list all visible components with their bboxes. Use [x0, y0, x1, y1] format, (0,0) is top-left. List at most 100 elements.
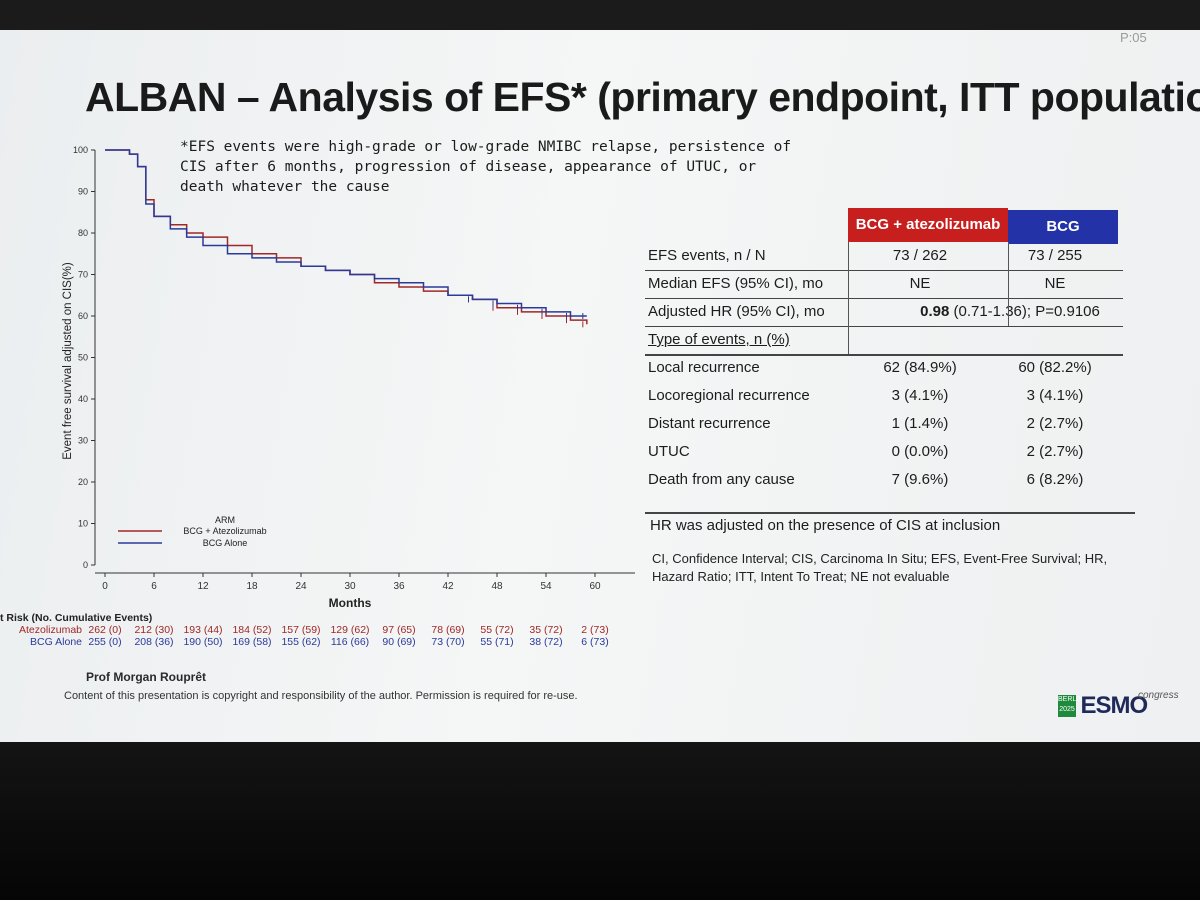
- risk-row: BCG Alone 255 (0) 208 (36) 190 (50) 169 (58)…: [0, 636, 640, 648]
- x-tick-label: 6: [151, 581, 157, 592]
- esmo-logo: BERLIN 2025 ESMO congress: [1058, 690, 1179, 720]
- risk-value: 116 (66): [330, 636, 370, 648]
- cell-bcg: 2 (2.7%): [1026, 415, 1084, 432]
- x-tick-label: 18: [246, 581, 258, 592]
- projection-screen: [0, 30, 1200, 742]
- table-row: Distant recurrence 1 (1.4%) 2 (2.7%): [640, 410, 1130, 438]
- x-tick-label: 42: [442, 581, 454, 592]
- x-tick-label: 30: [344, 581, 356, 592]
- table-row: Locoregional recurrence 3 (4.1%) 3 (4.1%…: [640, 382, 1130, 410]
- risk-value: 169 (58): [232, 636, 272, 648]
- y-tick-label: 0: [83, 560, 88, 570]
- esmo-logo-box: BERLIN 2025: [1058, 695, 1083, 717]
- cell-bcg: 6 (8.2%): [1026, 471, 1084, 488]
- risk-value: 97 (65): [382, 624, 416, 636]
- legend-title: ARM: [215, 515, 235, 525]
- room-floor: [0, 742, 1200, 900]
- efs-footnote: *EFS events were high-grade or low-grade…: [180, 139, 792, 195]
- cell-bcg: 73 / 255: [1027, 247, 1083, 264]
- x-tick-label: 0: [102, 581, 108, 592]
- cell-bcg: 3 (4.1%): [1026, 387, 1084, 404]
- efs-table: EFS events, n / N 73 / 262 73 / 255 Medi…: [640, 242, 1130, 494]
- y-tick-label: 100: [73, 145, 88, 155]
- x-axis-label: Months: [329, 596, 372, 610]
- risk-rows: Atezolizumab 262 (0) 212 (30) 193 (44) 184 (…: [0, 624, 640, 648]
- table-row: EFS events, n / N 73 / 262 73 / 255: [640, 242, 1130, 270]
- row-label: Adjusted HR (95% CI), mo: [648, 303, 825, 320]
- risk-value: 190 (50): [183, 636, 223, 648]
- risk-value: 55 (72): [480, 624, 514, 636]
- y-tick-label: 70: [78, 270, 88, 280]
- cell-atezo: 1 (1.4%): [891, 415, 949, 432]
- table-row: Median EFS (95% CI), mo NE NE: [640, 270, 1130, 298]
- table-row: Death from any cause 7 (9.6%) 6 (8.2%): [640, 466, 1130, 494]
- row-label: Distant recurrence: [648, 415, 771, 432]
- row-label: Locoregional recurrence: [648, 387, 810, 404]
- risk-value: 6 (73): [581, 636, 609, 648]
- esmo-logo-word: ESMO: [1080, 692, 1148, 719]
- risk-value: 73 (70): [431, 636, 465, 648]
- cell-bcg: 60 (82.2%): [1018, 359, 1092, 376]
- table-col-rule: [1008, 242, 1009, 326]
- table-rule: [645, 298, 1123, 299]
- legend-label: BCG Alone: [203, 538, 248, 548]
- table-row: Local recurrence 62 (84.9%) 60 (82.2%): [640, 354, 1130, 382]
- header-bcg: BCG: [1008, 210, 1118, 244]
- risk-row: Atezolizumab 262 (0) 212 (30) 193 (44) 184 (…: [0, 624, 640, 636]
- table-rule: [645, 354, 1123, 356]
- x-tick-label: 48: [491, 581, 503, 592]
- hr-note: HR was adjusted on the presence of CIS a…: [650, 517, 1001, 534]
- risk-value: 35 (72): [529, 624, 563, 636]
- esmo-logo-sup: congress: [1138, 690, 1179, 701]
- risk-value: 129 (62): [330, 624, 370, 636]
- risk-value: 184 (52): [232, 624, 272, 636]
- row-label: Median EFS (95% CI), mo: [648, 275, 824, 292]
- y-tick-label: 20: [78, 477, 88, 487]
- x-tick-label: 54: [540, 581, 552, 592]
- km-chart: 0 10 20 30 40 50 60 70 80 90 100 0 6 12 18 24 30 36 42 48 54…: [73, 145, 635, 610]
- risk-table-header: t Risk (No. Cumulative Events): [0, 612, 153, 624]
- risk-value: 55 (71): [480, 636, 514, 648]
- y-tick-label: 30: [78, 436, 88, 446]
- y-tick-label: 50: [78, 353, 88, 363]
- risk-value: 208 (36): [134, 636, 174, 648]
- table-col-rule: [848, 242, 849, 354]
- km-curve-atezolizumab: [105, 149, 588, 325]
- risk-value: 155 (62): [281, 636, 321, 648]
- risk-value: 38 (72): [529, 636, 563, 648]
- cell-atezo: NE: [909, 275, 931, 292]
- x-tick-label: 36: [393, 581, 405, 592]
- x-tick-label: 12: [197, 581, 209, 592]
- risk-value: 255 (0): [88, 636, 122, 648]
- copyright-note: Content of this presentation is copyrigh…: [64, 690, 578, 702]
- table-rule: [645, 512, 1135, 514]
- row-label: Death from any cause: [648, 471, 795, 488]
- room-ceiling: [0, 0, 1200, 30]
- table-row: Adjusted HR (95% CI), mo 0.98 (0.71-1.36…: [640, 298, 1130, 326]
- risk-value: 157 (59): [281, 624, 321, 636]
- risk-value: 78 (69): [431, 624, 465, 636]
- risk-row-label: Atezolizumab: [18, 624, 82, 636]
- risk-value: 2 (73): [581, 624, 609, 636]
- y-tick-label: 90: [78, 187, 88, 197]
- cell-hr: 0.98 (0.71-1.36); P=0.9106: [870, 303, 1150, 320]
- slide-number: P:05: [1120, 30, 1147, 45]
- x-tick-label: 24: [295, 581, 307, 592]
- header-bcg-atezolizumab: BCG + atezolizumab: [848, 208, 1008, 242]
- risk-value: 262 (0): [88, 624, 122, 636]
- y-tick-label: 80: [78, 228, 88, 238]
- y-tick-label: 40: [78, 394, 88, 404]
- cell-atezo: 62 (84.9%): [883, 359, 957, 376]
- risk-table: t Risk (No. Cumulative Events) Atezolizu…: [0, 612, 640, 648]
- author: Prof Morgan Rouprêt: [86, 670, 206, 684]
- row-label: EFS events, n / N: [648, 247, 766, 264]
- x-tick-label: 60: [589, 581, 601, 592]
- cell-atezo: 0 (0.0%): [891, 443, 949, 460]
- y-tick-label: 60: [78, 311, 88, 321]
- table-rule: [645, 270, 1123, 271]
- km-curve-bcg-alone: [105, 149, 587, 317]
- y-tick-label: 10: [78, 519, 88, 529]
- abbreviations: CI, Confidence Interval; CIS, Carcinoma …: [652, 551, 1108, 584]
- cell-bcg: 2 (2.7%): [1026, 443, 1084, 460]
- cell-atezo: 3 (4.1%): [891, 387, 949, 404]
